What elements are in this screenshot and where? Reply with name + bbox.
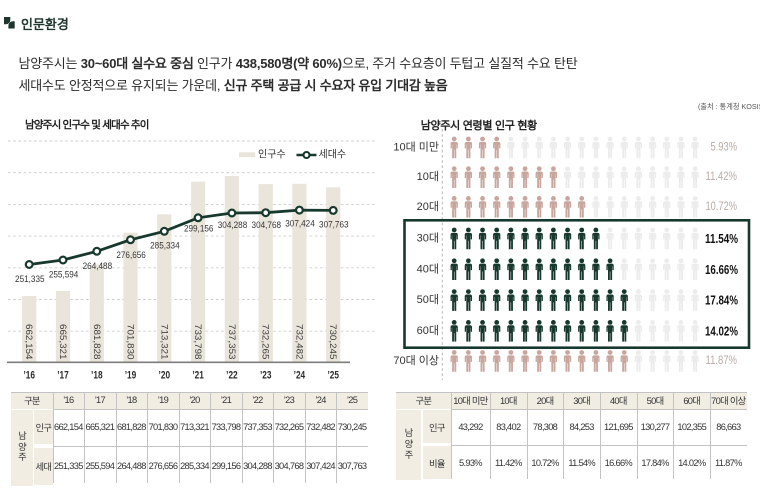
svg-text:인구수: 인구수 bbox=[258, 149, 286, 161]
svg-text:665,321: 665,321 bbox=[58, 324, 68, 360]
svg-text:’23: ’23 bbox=[260, 370, 272, 382]
svg-text:255,594: 255,594 bbox=[49, 270, 79, 281]
svg-text:276,656: 276,656 bbox=[116, 250, 146, 261]
svg-text:304,768: 304,768 bbox=[252, 220, 282, 231]
svg-text:’24: ’24 bbox=[294, 370, 306, 382]
svg-text:60대: 60대 bbox=[417, 324, 439, 337]
svg-text:’22: ’22 bbox=[226, 370, 238, 382]
svg-text:20대: 20대 bbox=[417, 200, 439, 213]
svg-text:’25: ’25 bbox=[327, 370, 339, 382]
svg-text:30대: 30대 bbox=[417, 232, 439, 245]
svg-text:10대 미만: 10대 미만 bbox=[393, 141, 439, 154]
svg-text:307,763: 307,763 bbox=[319, 219, 349, 230]
svg-text:11.42%: 11.42% bbox=[706, 171, 738, 183]
svg-text:10.72%: 10.72% bbox=[706, 201, 738, 213]
svg-text:70대 이상: 70대 이상 bbox=[393, 354, 439, 367]
svg-text:5.93%: 5.93% bbox=[711, 142, 738, 154]
svg-text:’19: ’19 bbox=[125, 370, 137, 382]
svg-text:285,334: 285,334 bbox=[150, 241, 180, 252]
svg-text:304,288: 304,288 bbox=[218, 220, 248, 231]
svg-text:713,321: 713,321 bbox=[159, 324, 169, 360]
svg-text:733,798: 733,798 bbox=[193, 324, 203, 360]
svg-text:730,245: 730,245 bbox=[328, 324, 338, 360]
svg-text:251,335: 251,335 bbox=[15, 274, 45, 285]
svg-text:’17: ’17 bbox=[57, 370, 69, 382]
svg-text:’21: ’21 bbox=[192, 370, 204, 382]
svg-text:307,424: 307,424 bbox=[285, 219, 315, 230]
svg-text:’18: ’18 bbox=[91, 370, 103, 382]
svg-text:16.66%: 16.66% bbox=[705, 262, 738, 277]
svg-text:’20: ’20 bbox=[159, 370, 171, 382]
svg-text:701,830: 701,830 bbox=[126, 324, 136, 360]
svg-text:11.54%: 11.54% bbox=[705, 231, 738, 246]
svg-text:11.87%: 11.87% bbox=[706, 355, 738, 367]
svg-text:299,156: 299,156 bbox=[184, 223, 214, 234]
svg-text:264,488: 264,488 bbox=[83, 261, 113, 272]
svg-text:세대수: 세대수 bbox=[319, 149, 347, 161]
svg-text:681,828: 681,828 bbox=[92, 324, 102, 360]
svg-text:732,482: 732,482 bbox=[294, 324, 304, 360]
svg-text:40대: 40대 bbox=[417, 262, 439, 275]
svg-text:14.02%: 14.02% bbox=[705, 323, 738, 338]
svg-text:10대: 10대 bbox=[417, 170, 439, 183]
svg-text:17.84%: 17.84% bbox=[705, 293, 738, 308]
svg-text:732,265: 732,265 bbox=[261, 324, 271, 360]
svg-text:737,353: 737,353 bbox=[227, 324, 237, 360]
svg-text:662,154: 662,154 bbox=[24, 324, 34, 360]
svg-text:50대: 50대 bbox=[417, 293, 439, 306]
svg-text:’16: ’16 bbox=[23, 370, 35, 382]
